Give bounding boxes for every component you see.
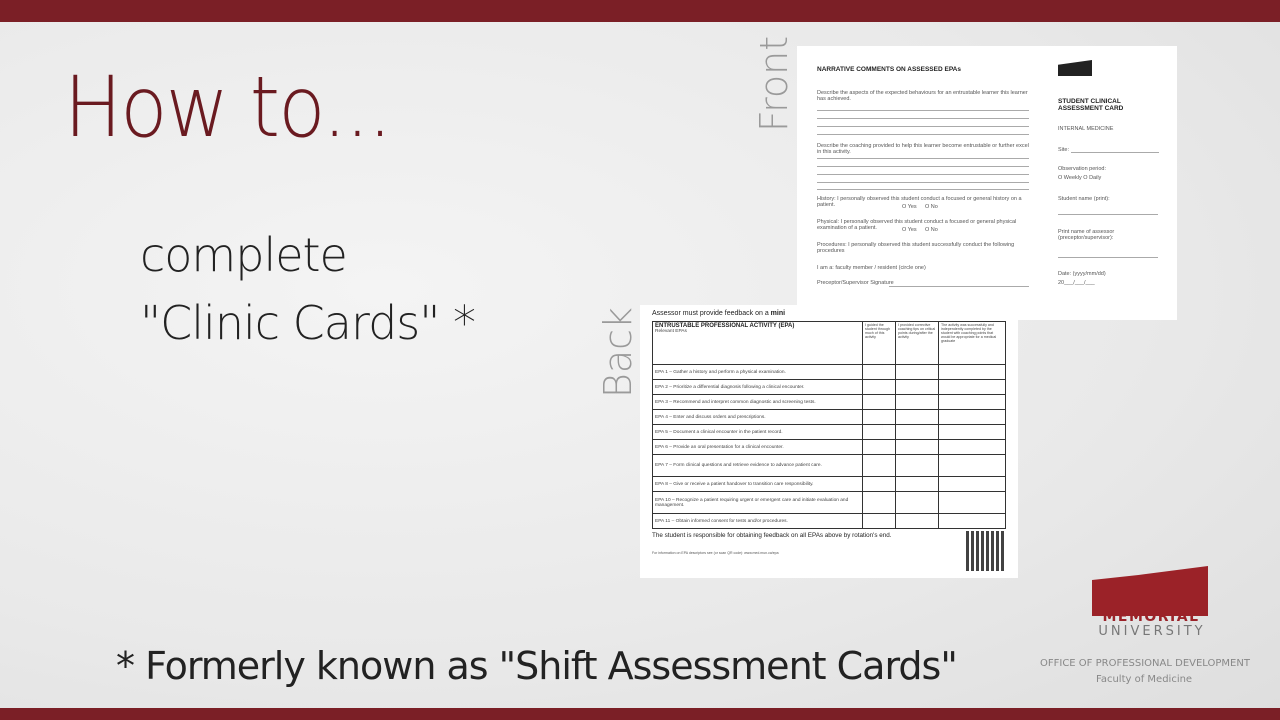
table-row: EPA 6 – Provide an oral presentation for…: [652, 439, 1006, 455]
obs-label: Observation period:: [1058, 166, 1106, 172]
assessor-label: Print name of assessor (preceptor/superv…: [1058, 229, 1115, 241]
subtitle-line-1: complete: [140, 228, 348, 282]
table-row: EPA 4 – Enter and discuss orders and pre…: [652, 409, 1006, 425]
student-name-label: Student name (print):: [1058, 196, 1110, 202]
table-row: EPA 3 – Recommend and interpret common d…: [652, 394, 1006, 410]
front-q1: Describe the aspects of the expected beh…: [817, 90, 1028, 102]
front-procedures: Procedures: I personally observed this s…: [817, 242, 1015, 254]
back-card-image: Assessor must provide feedback on a mini…: [640, 305, 1018, 578]
dept: INTERNAL MEDICINE: [1058, 126, 1114, 132]
epa-table: ENTRUSTABLE PROFESSIONAL ACTIVITY (EPA) R…: [652, 321, 1006, 529]
table-row: EPA 11 – Obtain informed consent for tes…: [652, 513, 1006, 529]
front-q2: Describe the coaching provided to help t…: [817, 143, 1029, 155]
bottom-accent-bar: [0, 708, 1280, 720]
site-label: Site:: [1058, 147, 1070, 153]
back-intro: Assessor must provide feedback on a mini: [652, 310, 786, 317]
table-row: EPA 8 – Give or receive a patient handov…: [652, 476, 1006, 492]
table-row: EPA 1 – Gather a history and perform a p…: [652, 364, 1006, 380]
yes-option: O Yes: [902, 227, 917, 233]
front-iam: I am a: faculty member / resident (circl…: [817, 265, 926, 271]
table-row: EPA 5 – Document a clinical encounter in…: [652, 424, 1006, 440]
table-row: EPA 10 – Recognize a patient requiring u…: [652, 491, 1006, 514]
back-label: Back: [596, 306, 640, 398]
info-note: For information on EPA descriptors see (…: [652, 551, 779, 555]
table-row: EPA 2 – Prioritize a differential diagno…: [652, 379, 1006, 395]
card-title: STUDENT CLINICAL ASSESSMENT CARD: [1058, 98, 1124, 112]
no-option: O No: [925, 204, 938, 210]
footnote: * Formerly known as "Shift Assessment Ca…: [116, 644, 958, 688]
qr-code: [966, 531, 1004, 571]
university-logo-small: [1058, 60, 1092, 76]
date-format: 20___/___/___: [1058, 280, 1095, 286]
responsibility-note: The student is responsible for obtaining…: [652, 532, 892, 539]
front-history: History: I personally observed this stud…: [817, 196, 1022, 208]
slide-title: How to...: [64, 58, 392, 156]
front-card-image: NARRATIVE COMMENTS ON ASSESSED EPAs Desc…: [797, 46, 1177, 320]
faculty-name: Faculty of Medicine: [1096, 674, 1193, 685]
front-signature: Preceptor/Supervisor Signature: [817, 280, 894, 286]
logo-line-1: MEMORIAL: [1102, 609, 1200, 625]
office-name: OFFICE OF PROFESSIONAL DEVELOPMENT: [1040, 658, 1250, 669]
logo-line-2: UNIVERSITY: [1098, 624, 1206, 639]
date-label: Date: (yyyy/mm/dd): [1058, 271, 1106, 277]
yes-option: O Yes: [902, 204, 917, 210]
subtitle-line-2: "Clinic Cards" *: [140, 296, 476, 350]
no-option: O No: [925, 227, 938, 233]
top-accent-bar: [0, 0, 1280, 22]
table-row: EPA 7 – Form clinical questions and retr…: [652, 454, 1006, 477]
front-label: Front: [752, 35, 796, 132]
front-heading: NARRATIVE COMMENTS ON ASSESSED EPAs: [817, 66, 961, 73]
front-physical: Physical: I personally observed this stu…: [817, 219, 1017, 231]
obs-options: O Weekly O Daily: [1058, 175, 1102, 181]
